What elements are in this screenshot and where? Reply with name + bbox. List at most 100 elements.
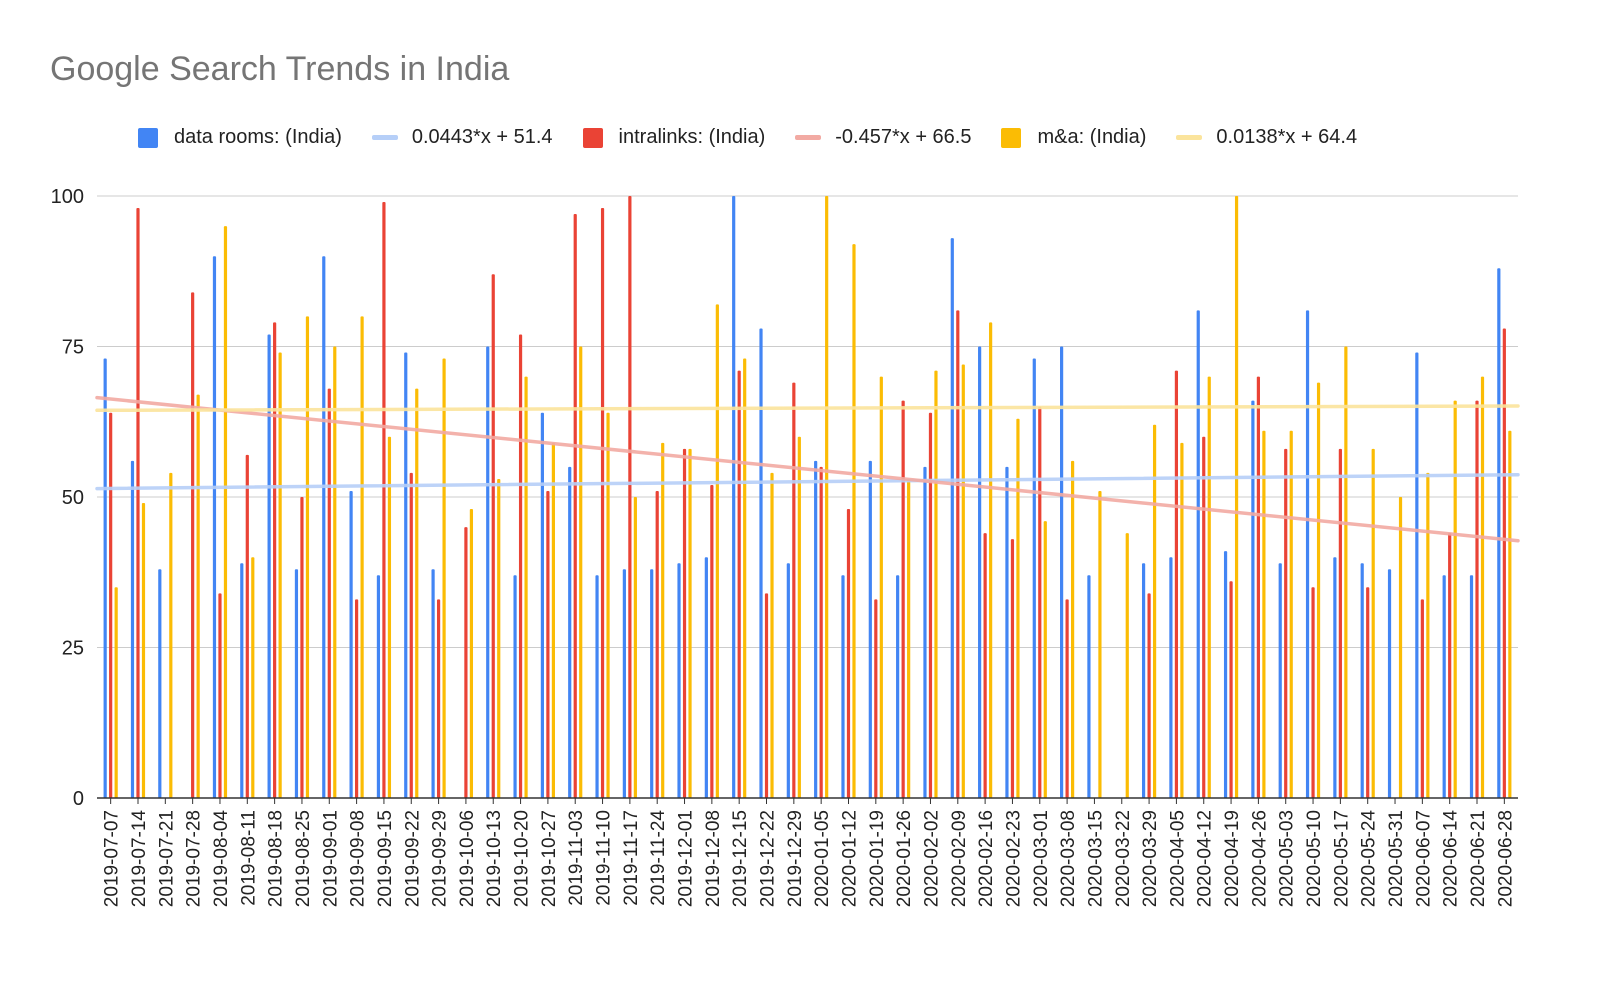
bar xyxy=(349,490,353,798)
legend-item-data-rooms: data rooms: (India) xyxy=(138,126,342,149)
bar xyxy=(1344,346,1348,798)
bar xyxy=(661,442,665,798)
bar xyxy=(874,599,878,798)
bar xyxy=(212,256,217,798)
bar xyxy=(1480,376,1485,798)
x-tick-label: 2019-12-15 xyxy=(730,810,751,907)
bar xyxy=(278,352,282,798)
legend-label-data-rooms: data rooms: (India) xyxy=(174,126,342,148)
chart-title: Google Search Trends in India xyxy=(50,50,510,88)
legend-label-trend-intralinks: -0.457*x + 66.5 xyxy=(835,126,972,148)
bar xyxy=(573,214,577,798)
x-tick-label: 2019-08-04 xyxy=(211,810,232,908)
bar xyxy=(1071,460,1075,798)
bar xyxy=(1060,346,1064,798)
bar xyxy=(1497,268,1501,798)
bar xyxy=(1387,569,1392,798)
bar xyxy=(1010,539,1015,798)
bar xyxy=(743,358,747,798)
bar xyxy=(524,376,528,798)
bar xyxy=(1180,442,1184,798)
bar xyxy=(622,569,626,798)
bar xyxy=(879,376,883,798)
bar xyxy=(1366,587,1370,798)
y-tick-label: 75 xyxy=(62,337,84,359)
bar xyxy=(1202,436,1206,798)
bar xyxy=(579,346,583,798)
bar xyxy=(989,322,993,798)
bar xyxy=(896,575,900,798)
x-tick-label: 2019-12-01 xyxy=(676,810,697,907)
bar xyxy=(1398,497,1403,798)
x-tick-label: 2019-09-08 xyxy=(348,810,369,907)
trendline xyxy=(95,472,1520,491)
bar xyxy=(130,460,135,798)
bar xyxy=(1262,430,1266,798)
bar xyxy=(1289,430,1293,798)
bar xyxy=(759,328,763,798)
bar xyxy=(825,196,829,798)
bar xyxy=(240,563,244,798)
bar xyxy=(1453,400,1457,798)
x-tick-label: 2020-06-14 xyxy=(1441,810,1462,908)
x-tick-label: 2019-07-07 xyxy=(102,810,123,907)
x-tick-label: 2020-03-01 xyxy=(1031,810,1052,907)
x-tick-label: 2020-01-12 xyxy=(839,810,860,907)
x-tick-label: 2020-03-15 xyxy=(1085,810,1106,907)
bar xyxy=(546,490,550,798)
bar xyxy=(1284,448,1288,798)
bar xyxy=(1448,533,1452,798)
bar xyxy=(715,304,719,798)
bar xyxy=(928,412,933,798)
bar xyxy=(600,208,605,799)
bar xyxy=(223,226,228,799)
x-tick-label: 2020-06-28 xyxy=(1495,810,1516,907)
y-tick-label: 0 xyxy=(73,788,84,810)
x-tick-label: 2020-04-19 xyxy=(1222,810,1243,907)
trendline xyxy=(95,404,1520,413)
x-tick-label: 2019-07-28 xyxy=(184,810,205,907)
bar xyxy=(868,460,872,798)
x-tick-label: 2019-10-06 xyxy=(457,810,478,907)
bar xyxy=(431,569,435,798)
bar xyxy=(1087,575,1091,798)
bar xyxy=(273,322,277,798)
bar xyxy=(387,436,392,798)
bar xyxy=(376,575,381,798)
bar xyxy=(655,490,659,798)
bar xyxy=(677,563,681,798)
x-tick-label: 2019-10-27 xyxy=(539,810,560,907)
bar xyxy=(1152,424,1157,798)
bar xyxy=(1502,328,1506,798)
legend-item-ma: m&a: (India) xyxy=(1001,126,1146,149)
bar xyxy=(710,484,714,798)
x-tick-label: 2019-07-14 xyxy=(129,810,150,908)
bar xyxy=(360,316,364,798)
bar xyxy=(961,364,965,798)
bar xyxy=(1196,310,1200,798)
bar xyxy=(1360,563,1364,798)
x-tick-label: 2020-03-08 xyxy=(1058,810,1079,907)
x-tick-label: 2019-12-29 xyxy=(785,810,806,907)
bar xyxy=(1278,563,1282,798)
bar xyxy=(136,208,140,799)
bar xyxy=(491,274,495,798)
bar xyxy=(294,569,299,798)
x-tick-label: 2020-02-16 xyxy=(976,810,997,907)
x-tick-label: 2019-10-20 xyxy=(512,810,533,907)
bar xyxy=(518,334,523,798)
x-tick-label: 2020-03-22 xyxy=(1113,810,1134,907)
legend-item-trend-data-rooms: 0.0443*x + 51.4 xyxy=(371,126,553,149)
bar xyxy=(901,400,905,798)
bar xyxy=(770,472,774,798)
x-tick-label: 2020-04-12 xyxy=(1195,810,1216,907)
bar xyxy=(950,238,954,798)
bar xyxy=(568,466,572,798)
legend-swatch-intralinks xyxy=(582,127,603,148)
x-tick-label: 2020-06-21 xyxy=(1468,810,1489,907)
x-tick-label: 2020-04-26 xyxy=(1249,810,1270,907)
bar xyxy=(409,472,413,798)
bar xyxy=(1038,406,1042,798)
trendline xyxy=(95,395,1520,543)
bar xyxy=(1229,581,1233,798)
